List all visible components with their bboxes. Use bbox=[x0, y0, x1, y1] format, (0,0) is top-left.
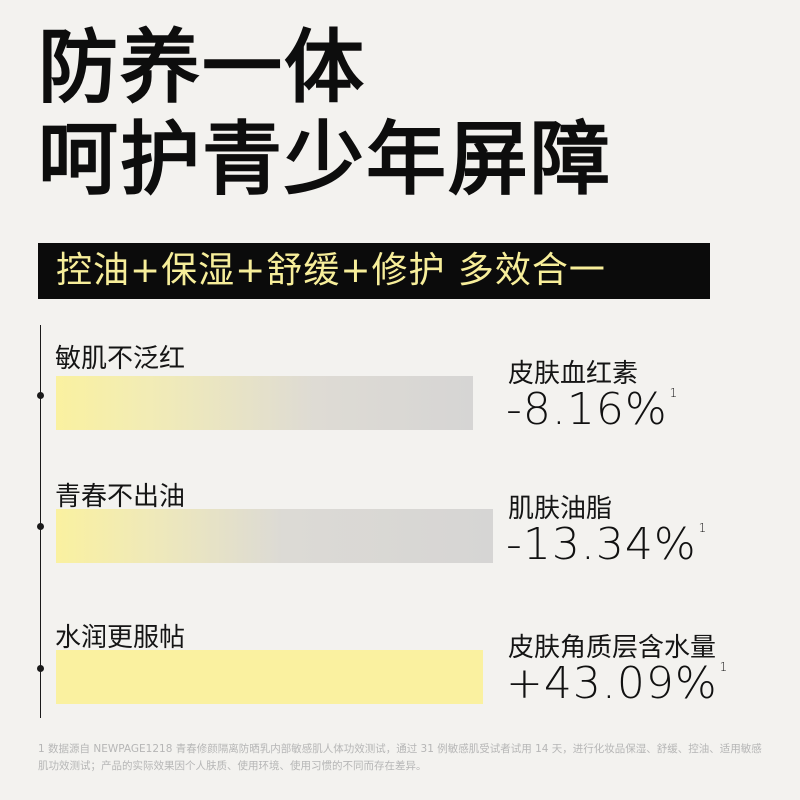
metric-number: -8.16% bbox=[506, 384, 668, 435]
headline-line-2: 呵护青少年屏障 bbox=[38, 113, 612, 206]
bar-fill bbox=[56, 376, 473, 430]
bar-oil bbox=[56, 509, 493, 563]
metric-number: +43.09% bbox=[506, 658, 718, 709]
vertical-axis-line bbox=[40, 325, 41, 718]
axis-dot bbox=[37, 523, 44, 530]
footnote-mark: 1 bbox=[698, 521, 708, 535]
metric-number: -13.34% bbox=[506, 519, 697, 570]
metric-value-hemoglobin: -8.16% 1 bbox=[506, 384, 678, 435]
metric-name-sebum: 肌肤油脂 bbox=[508, 494, 613, 524]
metric-value-hydration: +43.09% 1 bbox=[506, 658, 728, 709]
bar-fill bbox=[56, 650, 483, 704]
footnote-mark: 1 bbox=[669, 386, 679, 400]
footnote-mark: 1 bbox=[719, 660, 729, 674]
benefits-banner: 控油+保湿+舒缓+修护 多效合一 bbox=[38, 243, 710, 299]
bar-fill bbox=[56, 509, 493, 563]
metric-name-hemoglobin: 皮肤血红素 bbox=[508, 359, 639, 389]
bar-redness bbox=[56, 376, 473, 430]
row-label-oil: 青春不出油 bbox=[55, 482, 186, 512]
bar-moisture bbox=[56, 650, 483, 704]
metric-name-hydration: 皮肤角质层含水量 bbox=[508, 633, 717, 663]
axis-dot bbox=[37, 665, 44, 672]
row-label-redness: 敏肌不泛红 bbox=[55, 344, 186, 374]
metric-value-sebum: -13.34% 1 bbox=[506, 519, 707, 570]
row-label-moisture: 水润更服帖 bbox=[55, 623, 186, 653]
axis-dot bbox=[37, 392, 44, 399]
headline-line-1: 防养一体 bbox=[38, 21, 366, 114]
footnote-disclaimer: 1 数据源自 NEWPAGE1218 青春修颜隔离防晒乳内部敏感肌人体功效测试，… bbox=[38, 743, 762, 772]
